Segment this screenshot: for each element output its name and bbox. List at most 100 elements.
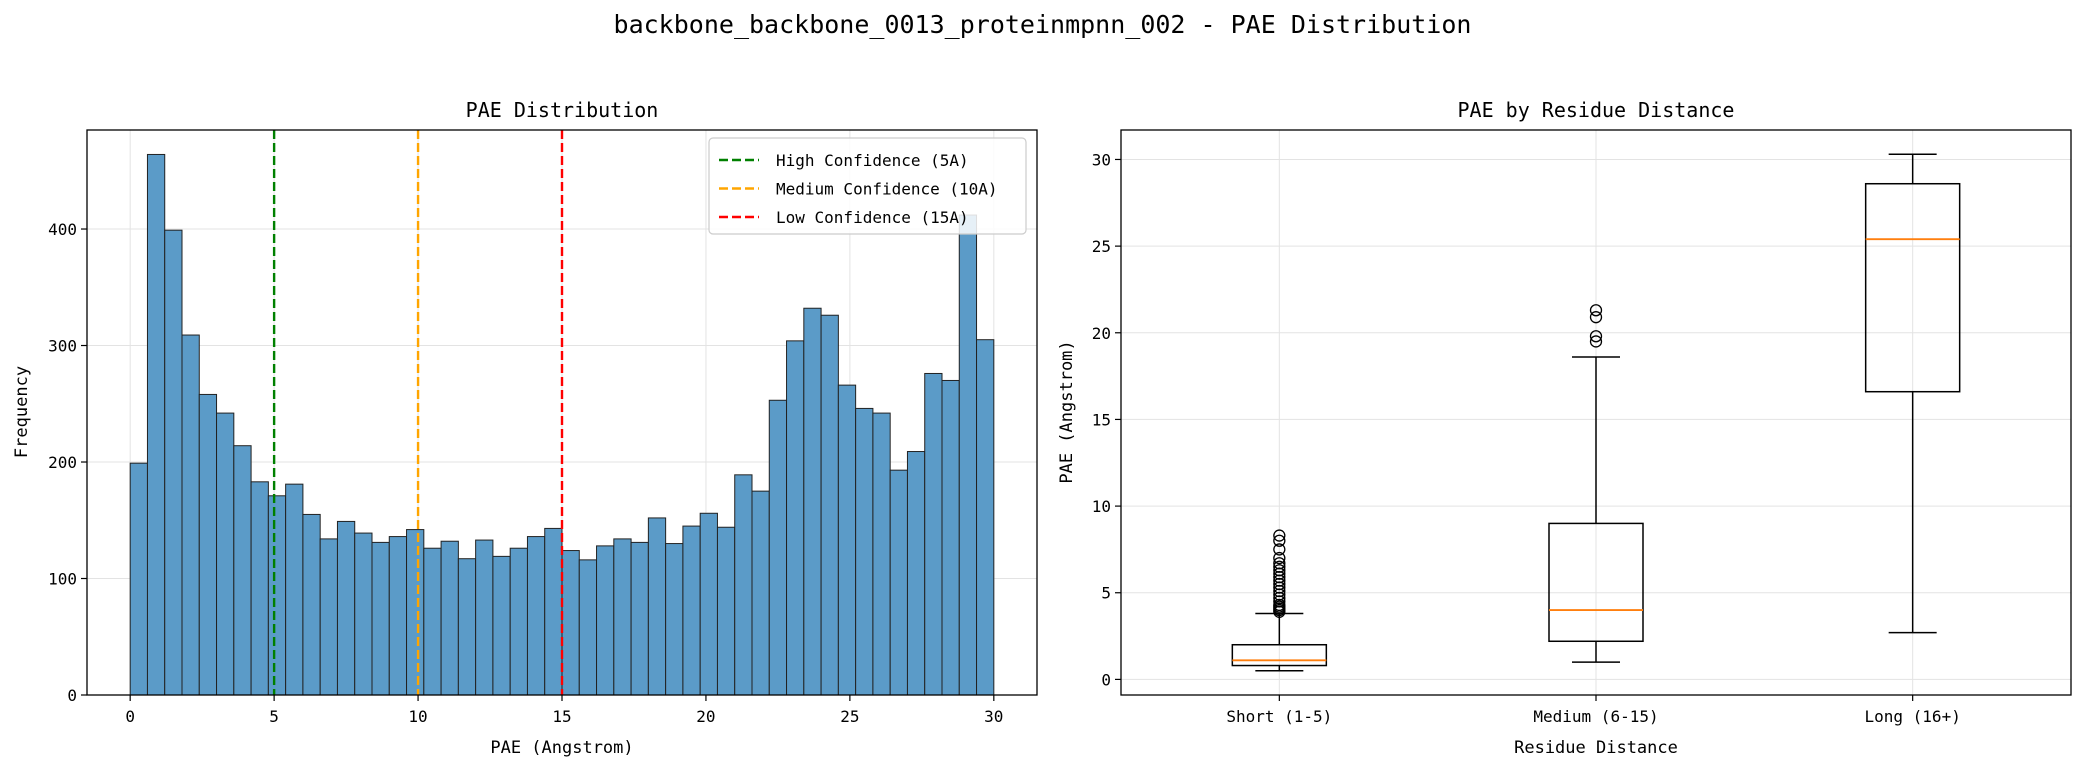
histogram-bar xyxy=(336,520,356,696)
y-tick-label: 30 xyxy=(1092,150,1111,169)
histogram-bar xyxy=(216,412,235,696)
boxplot-panel: Short (1-5) Medium (6-15) Long (16+) 0 5 10 1… xyxy=(1057,98,2072,758)
histogram-bar xyxy=(233,445,252,696)
histogram-bar xyxy=(596,545,615,696)
outlier-point xyxy=(1273,564,1286,577)
histogram-bar xyxy=(578,559,598,696)
outlier-point xyxy=(1273,560,1286,573)
figure-title: backbone_backbone_0013_proteinmpnn_002 -… xyxy=(613,10,1472,39)
histogram-panel: 0 5 10 15 20 25 30 0 100 200 300 400 PAE Distribut… xyxy=(12,98,1038,758)
histogram-bar xyxy=(526,536,546,696)
histogram-bar xyxy=(457,558,477,696)
histogram-bar xyxy=(734,474,753,696)
boxplot-x-ticks: Short (1-5) Medium (6-15) Long (16+) xyxy=(1226,695,1961,726)
histogram-bar xyxy=(630,541,649,696)
outlier-point xyxy=(1273,543,1286,556)
reference-lines xyxy=(272,130,564,695)
histogram-legend: High Confidence (5A) Medium Confidence (1… xyxy=(708,137,1027,235)
boxplot-1 xyxy=(1548,304,1644,663)
histogram-bar xyxy=(146,153,166,696)
histogram-bar xyxy=(406,529,425,696)
histogram-bar xyxy=(699,512,718,696)
histogram-bar xyxy=(820,314,839,696)
legend-label: Low Confidence (15A) xyxy=(776,208,969,227)
y-tick-label: 0 xyxy=(1101,670,1111,689)
histogram-bar xyxy=(164,229,183,696)
histogram-bar xyxy=(423,547,442,696)
outlier-point xyxy=(1589,335,1603,348)
y-tick-label: 20 xyxy=(1092,324,1111,343)
y-tick-label: 5 xyxy=(1101,584,1111,603)
legend-label: Medium Confidence (10A) xyxy=(776,180,998,199)
boxplot-boxes xyxy=(1231,153,1961,672)
outlier-point xyxy=(1273,529,1286,542)
histogram-bar xyxy=(803,307,822,696)
legend-label: High Confidence (5A) xyxy=(776,151,969,170)
outlier-point xyxy=(1273,557,1286,570)
histogram-bar xyxy=(768,399,788,696)
boxplot-y-label: PAE (Angstrom) xyxy=(1057,340,1077,483)
histogram-bar xyxy=(855,407,874,696)
outlier-point xyxy=(1273,534,1286,547)
legend-box xyxy=(708,137,1027,235)
histogram-bar xyxy=(302,513,321,696)
histogram-bar xyxy=(285,483,304,696)
histogram-bar xyxy=(889,469,908,696)
outlier-point xyxy=(1589,304,1603,317)
histogram-bar xyxy=(181,334,200,696)
histogram-bar xyxy=(440,540,459,696)
histogram-title: PAE Distribution xyxy=(466,98,659,122)
histogram-bar xyxy=(198,393,218,696)
outlier-point xyxy=(1589,311,1603,324)
histogram-bar xyxy=(561,550,580,696)
histogram-bar xyxy=(716,526,736,696)
x-tick-label: 0 xyxy=(125,707,135,726)
histogram-bar xyxy=(129,462,148,696)
boxplot-x-label: Residue Distance xyxy=(1514,738,1678,758)
histogram-bar xyxy=(388,536,408,696)
histogram-bar xyxy=(371,541,390,696)
y-tick-label: 200 xyxy=(48,453,77,472)
histogram-y-label: Frequency xyxy=(12,366,32,458)
histogram-bar xyxy=(250,481,269,696)
histogram-bar xyxy=(906,451,926,696)
box-iqr xyxy=(1231,643,1328,667)
histogram-x-label: PAE (Angstrom) xyxy=(490,738,633,758)
histogram-bar xyxy=(958,214,978,696)
x-tick-label: 5 xyxy=(269,707,279,726)
y-tick-label: 15 xyxy=(1092,410,1111,429)
y-tick-label: 100 xyxy=(48,570,77,589)
boxplot-0 xyxy=(1231,529,1328,672)
x-tick-label: 10 xyxy=(408,707,427,726)
y-tick-label: 0 xyxy=(67,686,77,705)
y-tick-label: 10 xyxy=(1092,497,1111,516)
histogram-bar xyxy=(837,384,857,696)
histogram-bar xyxy=(941,379,960,696)
histogram-bar xyxy=(647,517,667,696)
histogram-bar xyxy=(475,539,494,696)
histogram-bar xyxy=(354,532,373,696)
x-tick-label: Long (16+) xyxy=(1865,707,1961,726)
histogram-y-ticks: 0 100 200 300 400 xyxy=(48,220,87,705)
histogram-bar xyxy=(976,339,995,696)
histogram-bar xyxy=(613,538,632,696)
boxplot-2 xyxy=(1864,153,1961,634)
outlier-point xyxy=(1589,330,1603,343)
histogram-bar xyxy=(682,525,701,696)
x-tick-label: Medium (6-15) xyxy=(1533,707,1658,726)
histogram-x-ticks: 0 5 10 15 20 25 30 xyxy=(125,695,1003,726)
histogram-bar xyxy=(665,543,684,696)
histogram-bar xyxy=(492,555,511,696)
x-tick-label: Short (1-5) xyxy=(1226,707,1332,726)
histogram-bar xyxy=(751,490,770,696)
boxplot-title: PAE by Residue Distance xyxy=(1458,98,1735,122)
histogram-bar xyxy=(544,527,563,696)
y-tick-label: 300 xyxy=(48,337,77,356)
box-iqr xyxy=(1548,522,1644,643)
outlier-point xyxy=(1273,551,1286,565)
histogram-bar xyxy=(509,547,528,696)
histogram-bar xyxy=(924,372,943,696)
box-iqr xyxy=(1864,182,1961,393)
histogram-bar xyxy=(319,538,338,696)
